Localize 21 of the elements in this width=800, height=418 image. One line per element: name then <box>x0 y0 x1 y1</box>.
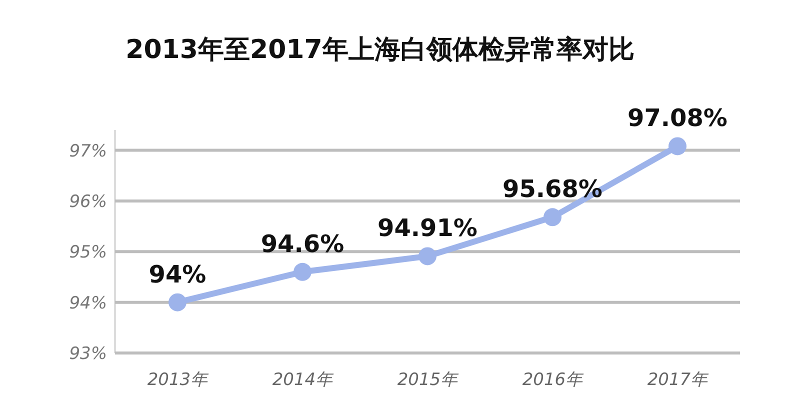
x-tick-label: 2013年 <box>147 370 210 390</box>
y-tick-label: 95% <box>69 242 107 263</box>
x-tick-label: 2015年 <box>397 370 460 390</box>
y-tick-label: 96% <box>69 192 107 212</box>
point <box>544 208 562 226</box>
point <box>294 262 312 281</box>
y-tick-label: 94% <box>69 293 107 314</box>
data-label: 94.6% <box>260 230 344 258</box>
chart-title: 2013年至2017年上海白领体检异常率对比 <box>126 35 634 65</box>
data-label: 94.91% <box>378 214 478 242</box>
point <box>168 293 186 312</box>
y-tick-label: 93% <box>69 344 107 364</box>
x-tick-label: 2014年 <box>272 370 335 390</box>
x-tick-label: 2016年 <box>522 370 585 390</box>
point <box>668 137 686 156</box>
y-tick-label: 97% <box>69 141 107 162</box>
data-label: 95.68% <box>502 175 602 204</box>
x-tick-label: 2017年 <box>647 370 710 390</box>
point <box>418 247 436 266</box>
data-label: 94% <box>148 260 206 288</box>
data-label: 97.08% <box>628 104 728 132</box>
